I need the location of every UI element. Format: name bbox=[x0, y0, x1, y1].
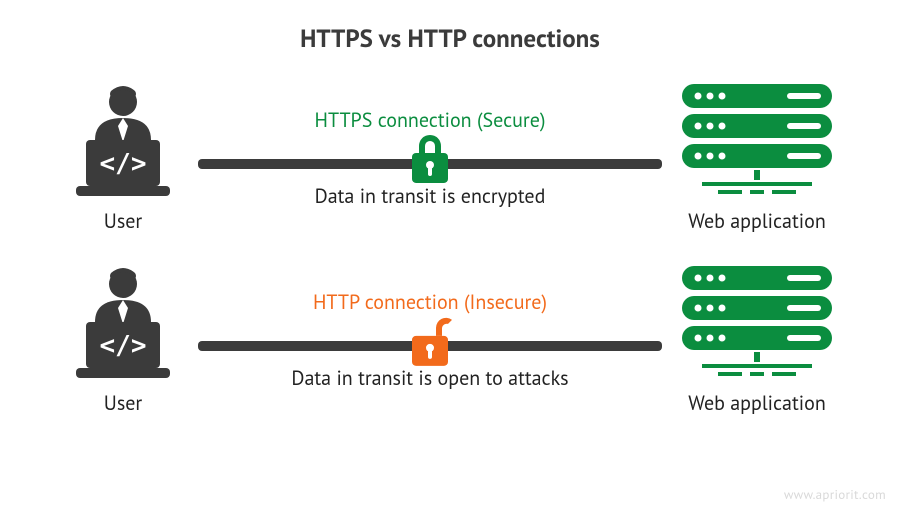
connection-http: HTTP connection (Insecure) Data in trans… bbox=[198, 289, 662, 391]
server-label: Web application bbox=[688, 390, 826, 416]
server-label: Web application bbox=[688, 208, 826, 234]
connection-bar bbox=[198, 159, 662, 169]
diagram-title: HTTPS vs HTTP connections bbox=[0, 0, 900, 54]
server-icon bbox=[672, 82, 842, 202]
row-http: </> User HTTP connection (Insecure) bbox=[48, 264, 852, 416]
user-block: </> User bbox=[48, 82, 198, 234]
user-icon: </> bbox=[68, 82, 178, 202]
unlock-icon bbox=[406, 312, 454, 373]
svg-text:</>: </> bbox=[100, 331, 147, 361]
watermark: www.apriorit.com bbox=[784, 486, 886, 503]
diagram-rows: </> User HTTPS connection (Secure) bbox=[0, 54, 900, 416]
server-block: Web application bbox=[662, 264, 852, 416]
row-https: </> User HTTPS connection (Secure) bbox=[48, 82, 852, 234]
user-block: </> User bbox=[48, 264, 198, 416]
server-block: Web application bbox=[662, 82, 852, 234]
connection-title: HTTPS connection (Secure) bbox=[315, 107, 546, 133]
connection-bar bbox=[198, 341, 662, 351]
lock-icon bbox=[408, 131, 452, 190]
user-icon: </> bbox=[68, 264, 178, 384]
svg-text:</>: </> bbox=[100, 149, 147, 179]
connection-https: HTTPS connection (Secure) Data in transi… bbox=[198, 107, 662, 209]
user-label: User bbox=[104, 208, 142, 234]
server-icon bbox=[672, 264, 842, 384]
user-label: User bbox=[104, 390, 142, 416]
